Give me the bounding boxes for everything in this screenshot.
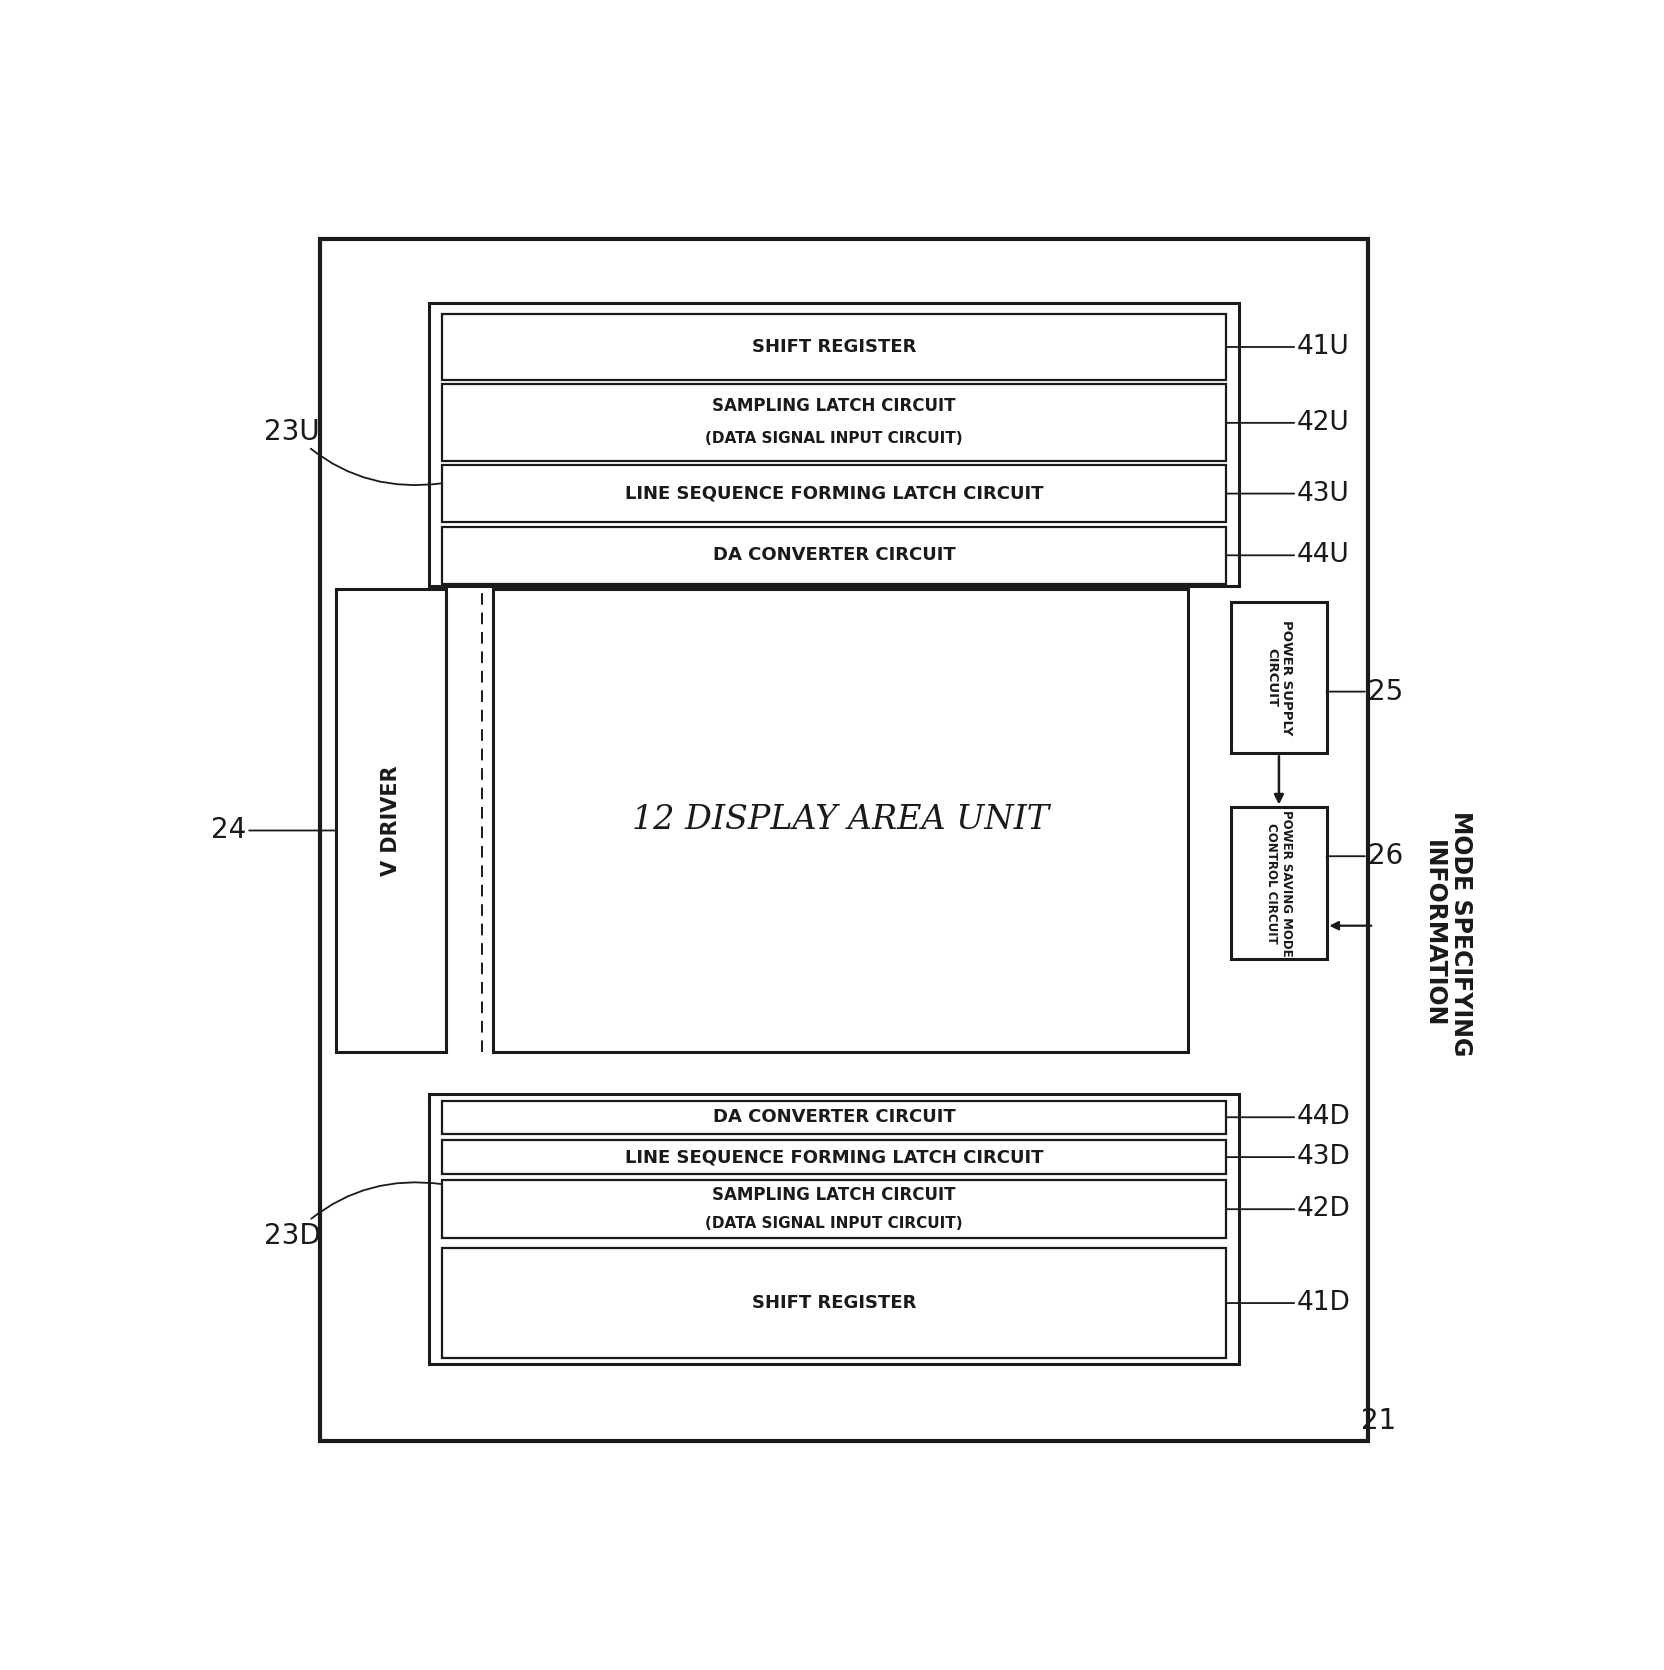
Bar xyxy=(441,314,1225,381)
Text: SAMPLING LATCH CIRCUIT: SAMPLING LATCH CIRCUIT xyxy=(712,397,955,416)
Text: DA CONVERTER CIRCUIT: DA CONVERTER CIRCUIT xyxy=(712,1109,955,1126)
Text: 42D: 42D xyxy=(1225,1196,1350,1222)
Text: 23U: 23U xyxy=(265,418,441,484)
Text: 23D: 23D xyxy=(265,1182,441,1249)
Text: (DATA SIGNAL INPUT CIRCUIT): (DATA SIGNAL INPUT CIRCUIT) xyxy=(706,431,962,446)
Text: 44D: 44D xyxy=(1225,1104,1350,1131)
Text: 43U: 43U xyxy=(1225,481,1350,506)
Bar xyxy=(441,1101,1225,1134)
Bar xyxy=(429,304,1238,586)
Text: POWER SUPPLY
CIRCUIT: POWER SUPPLY CIRCUIT xyxy=(1265,620,1293,735)
Text: 24: 24 xyxy=(211,817,336,845)
Text: 41D: 41D xyxy=(1225,1289,1350,1316)
Bar xyxy=(441,1141,1225,1174)
Text: POWER SAVING MODE
CONTROL CIRCUIT: POWER SAVING MODE CONTROL CIRCUIT xyxy=(1265,810,1293,957)
Bar xyxy=(441,1181,1225,1237)
Text: (DATA SIGNAL INPUT CIRCUIT): (DATA SIGNAL INPUT CIRCUIT) xyxy=(706,1216,962,1231)
Text: 25: 25 xyxy=(1326,678,1403,706)
Text: LINE SEQUENCE FORMING LATCH CIRCUIT: LINE SEQUENCE FORMING LATCH CIRCUIT xyxy=(624,484,1043,503)
Bar xyxy=(441,466,1225,521)
Text: 26: 26 xyxy=(1326,842,1403,870)
Bar xyxy=(1231,601,1326,753)
Bar xyxy=(319,239,1366,1441)
Text: SHIFT REGISTER: SHIFT REGISTER xyxy=(752,1294,915,1313)
Text: 41U: 41U xyxy=(1225,334,1350,361)
Bar xyxy=(441,528,1225,583)
Bar xyxy=(493,590,1186,1052)
Text: SHIFT REGISTER: SHIFT REGISTER xyxy=(752,337,915,356)
Text: V DRIVER: V DRIVER xyxy=(381,765,401,875)
Text: 42U: 42U xyxy=(1225,409,1350,436)
Text: DA CONVERTER CIRCUIT: DA CONVERTER CIRCUIT xyxy=(712,546,955,564)
Text: SAMPLING LATCH CIRCUIT: SAMPLING LATCH CIRCUIT xyxy=(712,1186,955,1204)
Text: 12 DISPLAY AREA UNIT: 12 DISPLAY AREA UNIT xyxy=(632,805,1048,837)
Bar xyxy=(441,1249,1225,1358)
Bar xyxy=(336,590,446,1052)
Bar xyxy=(441,384,1225,461)
Bar xyxy=(1231,807,1326,959)
Text: 44U: 44U xyxy=(1225,543,1350,568)
Text: 43D: 43D xyxy=(1225,1144,1350,1171)
Bar xyxy=(429,1094,1238,1364)
Text: MODE SPECIFYING
INFORMATION: MODE SPECIFYING INFORMATION xyxy=(1421,810,1473,1055)
Text: 21: 21 xyxy=(1361,1406,1396,1435)
Text: LINE SEQUENCE FORMING LATCH CIRCUIT: LINE SEQUENCE FORMING LATCH CIRCUIT xyxy=(624,1147,1043,1166)
